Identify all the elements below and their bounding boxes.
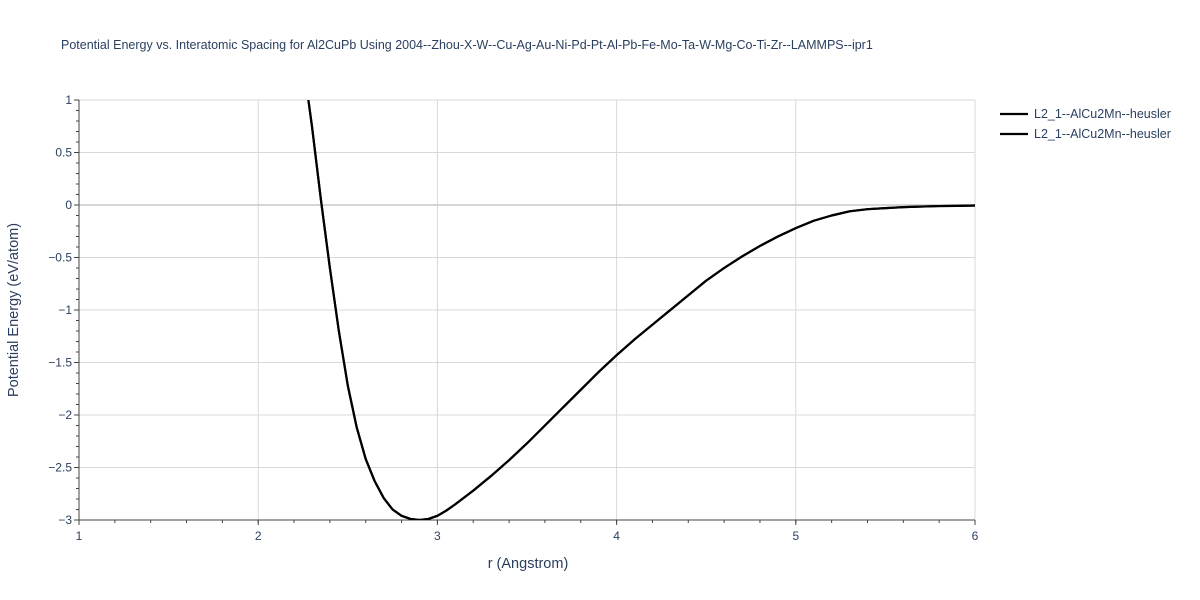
- x-tick-label: 5: [792, 529, 799, 543]
- y-tick-label: −1: [58, 303, 72, 317]
- y-tick-label: 0: [65, 198, 72, 212]
- legend-item-1[interactable]: L2_1--AlCu2Mn--heusler: [1000, 107, 1171, 121]
- x-axis-title: r (Angstrom): [488, 556, 569, 572]
- x-tick-label: 2: [255, 529, 262, 543]
- x-tick-label: 4: [613, 529, 620, 543]
- y-tick-label: 0.5: [55, 146, 72, 160]
- x-tick-label: 6: [972, 529, 979, 543]
- x-tick-label: 1: [76, 529, 83, 543]
- tick-labels: 1 2 3 4 5 6 1 0.5 0 −0.5 −1 −1.5 −2 −2.5 −3: [48, 93, 978, 543]
- y-tick-label: −0.5: [48, 251, 72, 265]
- y-tick-label: −2.5: [48, 461, 72, 475]
- chart-title: Potential Energy vs. Interatomic Spacing…: [61, 38, 873, 52]
- legend[interactable]: L2_1--AlCu2Mn--heusler L2_1--AlCu2Mn--heu…: [1000, 107, 1171, 141]
- y-tick-label: −3: [58, 513, 72, 527]
- legend-label: L2_1--AlCu2Mn--heusler: [1034, 107, 1171, 121]
- legend-item-2[interactable]: L2_1--AlCu2Mn--heusler: [1000, 127, 1171, 141]
- series-line-2: [307, 100, 975, 520]
- y-tick-label: −2: [58, 408, 72, 422]
- axes: [74, 99, 976, 525]
- grid-lines: [79, 99, 976, 520]
- y-tick-label: 1: [65, 93, 72, 107]
- legend-label: L2_1--AlCu2Mn--heusler: [1034, 127, 1171, 141]
- y-axis-title: Potential Energy (eV/atom): [6, 223, 22, 397]
- plot-series: [307, 100, 975, 520]
- y-tick-label: −1.5: [48, 356, 72, 370]
- x-tick-label: 3: [434, 529, 441, 543]
